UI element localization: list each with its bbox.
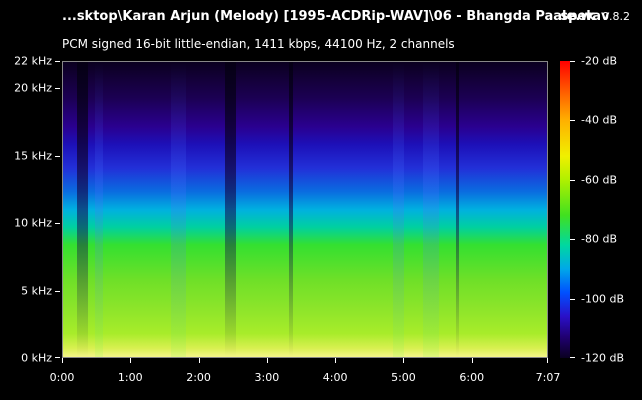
db-tick bbox=[570, 61, 575, 62]
time-tick-label: 2:00 bbox=[186, 371, 211, 384]
spectrogram-quiet-section bbox=[455, 62, 460, 357]
time-axis: 0:00 1:00 2:00 3:00 4:00 5:00 6:00 7:07 bbox=[50, 358, 560, 388]
frequency-tick-label: 0 kHz bbox=[21, 351, 52, 365]
time-tick bbox=[62, 358, 63, 363]
frequency-tick-label: 5 kHz bbox=[21, 284, 52, 297]
spectrogram-loud-section bbox=[393, 62, 405, 357]
db-tick-label: -80 dB bbox=[581, 232, 617, 246]
time-tick-label: 7:07 bbox=[535, 371, 561, 384]
time-tick bbox=[471, 358, 473, 363]
time-tick-label: 1:00 bbox=[117, 371, 143, 384]
spectrogram-quiet-section bbox=[224, 62, 236, 357]
time-tick-label: 6:00 bbox=[459, 371, 485, 384]
frequency-tick bbox=[55, 88, 60, 89]
frequency-tick-label: 20 kHz bbox=[14, 81, 52, 95]
time-tick-label: 4:00 bbox=[322, 371, 348, 384]
time-tick-label: 5:00 bbox=[391, 371, 416, 384]
frequency-tick bbox=[55, 357, 60, 358]
frequency-tick-label: 10 kHz bbox=[14, 216, 52, 230]
db-tick bbox=[570, 179, 575, 181]
spectrogram-quiet-section bbox=[76, 62, 89, 357]
time-tick bbox=[198, 358, 200, 363]
time-tick-label: 3:00 bbox=[254, 371, 280, 384]
db-tick bbox=[570, 239, 575, 241]
spectrogram-loud-section bbox=[94, 62, 103, 357]
db-tick bbox=[570, 298, 575, 300]
app-name: spek bbox=[560, 9, 595, 24]
db-tick-label: -100 dB bbox=[581, 292, 624, 306]
db-colorbar bbox=[560, 61, 570, 358]
time-tick bbox=[130, 358, 132, 363]
frequency-tick bbox=[55, 223, 60, 224]
frequency-tick bbox=[55, 61, 60, 62]
app-badge: spek 0.8.2 bbox=[560, 9, 630, 24]
app-version: 0.8.2 bbox=[602, 10, 630, 23]
frequency-axis: 22 kHz 20 kHz 15 kHz 10 kHz 5 kHz 0 kHz bbox=[0, 55, 60, 365]
frequency-tick-label: 15 kHz bbox=[14, 149, 52, 162]
spectrogram-plot bbox=[62, 61, 548, 358]
db-tick-label: -20 dB bbox=[581, 54, 617, 68]
frequency-tick bbox=[55, 290, 60, 292]
file-title: ...sktop\Karan Arjun (Melody) [1995-ACDR… bbox=[62, 9, 610, 24]
spectrogram-image bbox=[63, 62, 547, 357]
time-tick bbox=[403, 358, 405, 363]
time-tick bbox=[547, 358, 548, 363]
spectrogram-loud-section bbox=[422, 62, 439, 357]
db-axis: -20 dB -40 dB -60 dB -80 dB -100 dB -120 dB bbox=[570, 55, 640, 365]
db-tick-label: -40 dB bbox=[581, 113, 617, 127]
spectrogram-loud-section bbox=[171, 62, 186, 357]
db-tick bbox=[570, 357, 575, 358]
db-tick-label: -120 dB bbox=[581, 351, 624, 365]
db-tick-label: -60 dB bbox=[581, 173, 617, 187]
spectrogram-quiet-section bbox=[289, 62, 293, 357]
time-tick-label: 0:00 bbox=[49, 371, 75, 384]
time-tick bbox=[335, 358, 337, 363]
stream-info: PCM signed 16-bit little-endian, 1411 kb… bbox=[62, 37, 455, 51]
db-tick bbox=[570, 120, 575, 122]
frequency-tick-label: 22 kHz bbox=[14, 54, 52, 68]
time-tick bbox=[266, 358, 268, 363]
frequency-tick bbox=[55, 155, 60, 157]
